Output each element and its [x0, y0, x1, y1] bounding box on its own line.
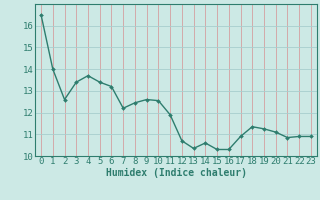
X-axis label: Humidex (Indice chaleur): Humidex (Indice chaleur) [106, 168, 246, 178]
